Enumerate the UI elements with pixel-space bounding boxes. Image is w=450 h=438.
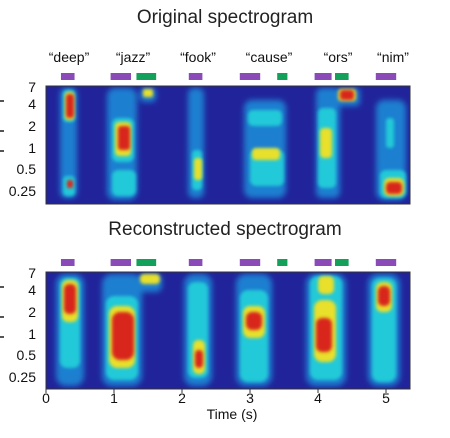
original-spectrogram-heatmap <box>60 88 406 200</box>
y-tick-bottom-0.25: 0.25 <box>8 369 36 385</box>
word-marker-purple-8 <box>375 259 397 266</box>
reconstructed-spectrogram-heatmap <box>56 274 400 386</box>
y-tick-top-4: 4 <box>28 96 36 112</box>
x-tick-1: 1 <box>110 390 118 406</box>
y-tick-top-0.25: 0.25 <box>8 183 36 199</box>
word-label-fook: “fook” <box>180 49 216 65</box>
word-marker-green-2 <box>136 259 157 266</box>
word-marker-green-7 <box>335 259 349 266</box>
x-tick-4: 4 <box>314 390 322 406</box>
reconstructed-spectrogram-background <box>46 272 410 389</box>
word-marker-purple-0 <box>60 259 75 266</box>
reconstructed-spectrogram-frame <box>45 271 411 390</box>
word-label-ors: “ors” <box>323 49 353 65</box>
edge-tick-mark <box>0 130 4 132</box>
y-tick-bottom-0.5: 0.5 <box>16 347 36 363</box>
y-tick-top-0.5: 0.5 <box>16 161 36 177</box>
y-tick-top-2: 2 <box>28 118 36 134</box>
x-axis-ticks <box>45 389 387 393</box>
word-marker-purple-6 <box>314 73 332 80</box>
y-tick-top-7: 7 <box>28 79 36 95</box>
x-tick-2: 2 <box>178 390 186 406</box>
word-marker-purple-4 <box>239 259 261 266</box>
y-tick-bottom-7: 7 <box>28 265 36 281</box>
x-tick-0: 0 <box>42 390 50 406</box>
word-marker-green-7 <box>335 73 349 80</box>
word-marker-row-top <box>60 73 397 80</box>
word-marker-purple-4 <box>239 73 261 80</box>
original-spectrogram-title: Original spectrogram <box>136 7 314 28</box>
original-spectrogram-frame <box>45 85 411 205</box>
word-marker-green-2 <box>136 73 157 80</box>
x-tick-5: 5 <box>382 390 390 406</box>
x-tick-3: 3 <box>246 390 254 406</box>
word-marker-purple-0 <box>60 73 75 80</box>
edge-tick-mark <box>0 150 4 152</box>
edge-tick-mark <box>0 286 4 288</box>
word-marker-row-bottom <box>60 259 397 266</box>
reconstructed-spectrogram-title: Reconstructed spectrogram <box>108 219 342 240</box>
word-marker-green-5 <box>277 259 288 266</box>
word-marker-purple-8 <box>375 73 397 80</box>
y-tick-bottom-1: 1 <box>28 326 36 342</box>
word-label-jazz: “jazz” <box>115 49 151 65</box>
word-label-nim: “nim” <box>377 49 409 65</box>
word-marker-purple-3 <box>188 73 203 80</box>
word-marker-purple-6 <box>314 259 332 266</box>
word-marker-purple-1 <box>110 259 131 266</box>
edge-tick-mark <box>0 336 4 338</box>
word-label-deep: “deep” <box>48 49 90 65</box>
y-tick-top-1: 1 <box>28 140 36 156</box>
word-label-cause: “cause” <box>245 49 293 65</box>
word-marker-purple-3 <box>188 259 203 266</box>
y-tick-bottom-4: 4 <box>28 282 36 298</box>
edge-tick-mark <box>0 100 4 102</box>
word-marker-green-5 <box>277 73 288 80</box>
word-marker-purple-1 <box>110 73 131 80</box>
y-tick-bottom-2: 2 <box>28 304 36 320</box>
edge-tick-mark <box>0 316 4 318</box>
x-axis-label: Time (s) <box>206 406 258 422</box>
